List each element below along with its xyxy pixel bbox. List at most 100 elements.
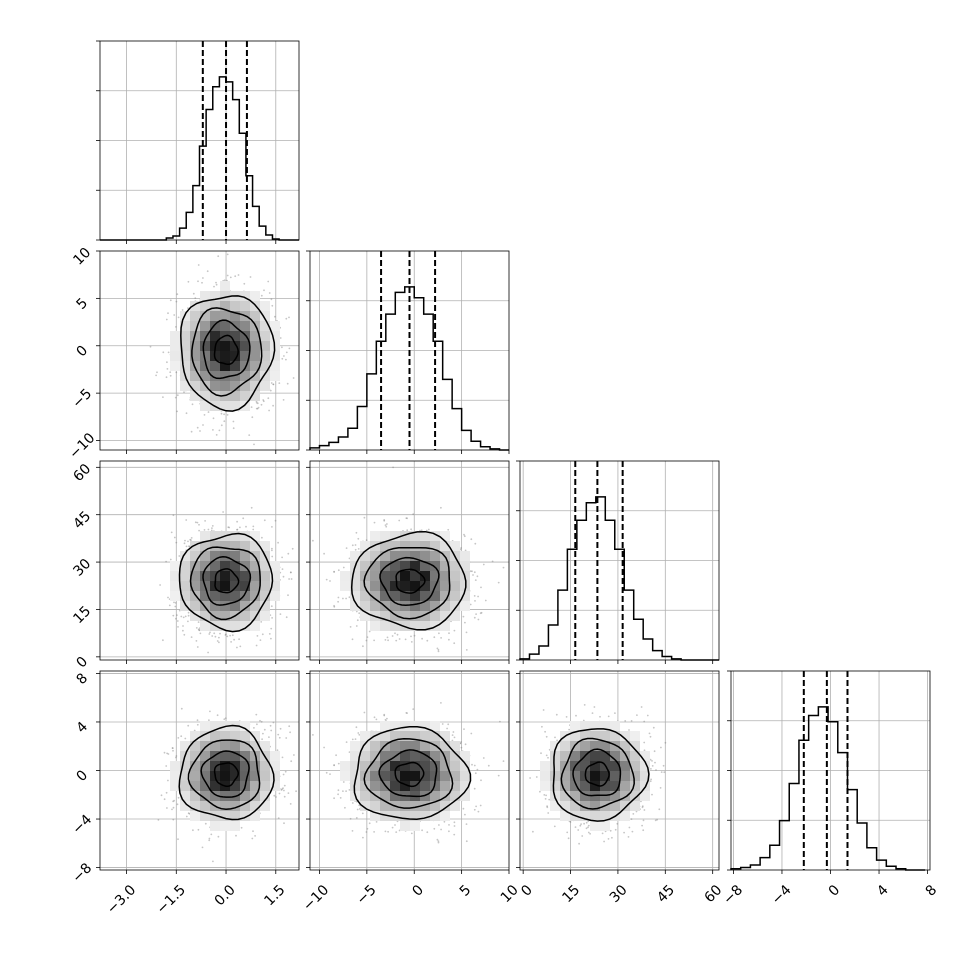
- density-cell: [230, 541, 240, 551]
- density-cell: [400, 551, 410, 561]
- scatter-point: [460, 741, 462, 743]
- density-cell: [180, 801, 190, 811]
- scatter-point: [627, 836, 630, 838]
- scatter-point: [201, 281, 203, 284]
- density-cell: [400, 801, 410, 811]
- density-cell: [570, 791, 580, 801]
- density-cell: [200, 791, 210, 801]
- density-cell: [430, 811, 440, 821]
- scatter-point: [180, 707, 183, 710]
- density-cell: [260, 581, 270, 591]
- pair-panel-3-1: [306, 670, 510, 874]
- density-cell: [350, 741, 360, 751]
- x-tick-label: 1.5: [261, 882, 288, 909]
- scatter-point: [270, 729, 273, 732]
- density-cell: [190, 351, 200, 361]
- scatter-point: [607, 838, 610, 840]
- scatter-point: [268, 409, 270, 412]
- density-cell: [180, 791, 190, 801]
- density-cell: [200, 551, 210, 561]
- density-cell: [580, 811, 590, 821]
- scatter-point: [175, 371, 178, 374]
- x-tick-label: 0: [409, 882, 427, 900]
- density-cell: [240, 291, 250, 301]
- density-cell: [450, 761, 460, 771]
- scatter-point: [395, 831, 398, 833]
- scatter-point: [362, 645, 364, 648]
- scatter-point: [259, 639, 262, 641]
- density-cell: [570, 781, 580, 791]
- density-cell: [230, 811, 240, 821]
- density-cell: [230, 821, 240, 831]
- scatter-point: [223, 413, 226, 416]
- density-cell: [230, 591, 240, 601]
- density-cell: [260, 571, 270, 581]
- density-cell: [220, 561, 230, 571]
- density-cell: [430, 761, 440, 771]
- density-cell: [540, 781, 550, 791]
- contour-level-2: [560, 737, 635, 810]
- density-cell: [230, 341, 240, 351]
- scatter-point: [262, 400, 265, 403]
- density-cell: [390, 591, 400, 601]
- scatter-point: [268, 292, 271, 294]
- pair-panel-2-0: [96, 460, 300, 664]
- scatter-point: [362, 836, 364, 839]
- density-cell: [270, 331, 280, 341]
- density-cell: [270, 761, 280, 771]
- density-cell: [180, 571, 190, 581]
- density-cell: [370, 741, 380, 751]
- density-cell: [240, 361, 250, 371]
- density-cell: [400, 531, 410, 541]
- density-cell: [220, 321, 230, 331]
- density-cell: [550, 771, 560, 781]
- contour-level-3: [180, 295, 276, 412]
- scatter-point: [282, 773, 285, 776]
- density-cell: [370, 801, 380, 811]
- scatter-point: [285, 737, 288, 739]
- scatter-point: [190, 539, 192, 541]
- scatter-point: [260, 403, 263, 406]
- scatter-point: [256, 723, 258, 726]
- density-cell: [420, 801, 430, 811]
- scatter-point: [173, 536, 176, 539]
- x-tick-label: −10: [300, 882, 332, 914]
- y-tick-label: 5: [74, 295, 92, 313]
- scatter-point: [171, 747, 174, 749]
- scatter-point: [482, 563, 485, 566]
- density-cell: [260, 801, 270, 811]
- density-cell: [230, 621, 240, 631]
- scatter-point: [234, 275, 237, 278]
- density-cell: [630, 731, 640, 741]
- scatter-point: [290, 578, 293, 580]
- density-cell: [220, 761, 230, 771]
- scatter-point: [354, 548, 357, 551]
- scatter-point: [308, 359, 310, 361]
- scatter-point: [199, 430, 201, 432]
- scatter-point: [291, 547, 294, 550]
- density-cell: [200, 741, 210, 751]
- scatter-point: [163, 798, 166, 801]
- scatter-point: [464, 621, 466, 624]
- density-cell: [190, 341, 200, 351]
- density-cell: [410, 741, 420, 751]
- density-cell: [440, 601, 450, 611]
- density-cell: [200, 541, 210, 551]
- density-cell: [570, 801, 580, 811]
- scatter-point: [202, 424, 204, 426]
- density-cell: [250, 601, 260, 611]
- density-cell: [560, 791, 570, 801]
- scatter-point: [197, 280, 199, 283]
- scatter-point: [641, 824, 643, 827]
- scatter-point: [178, 555, 181, 557]
- density-cell: [210, 781, 220, 791]
- contour-level-1: [202, 555, 252, 606]
- contour-level-2: [363, 738, 454, 809]
- scatter-point: [532, 830, 534, 833]
- scatter-point: [555, 713, 558, 716]
- scatter-point: [351, 638, 354, 641]
- density-cell: [180, 591, 190, 601]
- density-cell: [200, 751, 210, 761]
- density-cell: [440, 811, 450, 821]
- density-cell: [190, 771, 200, 781]
